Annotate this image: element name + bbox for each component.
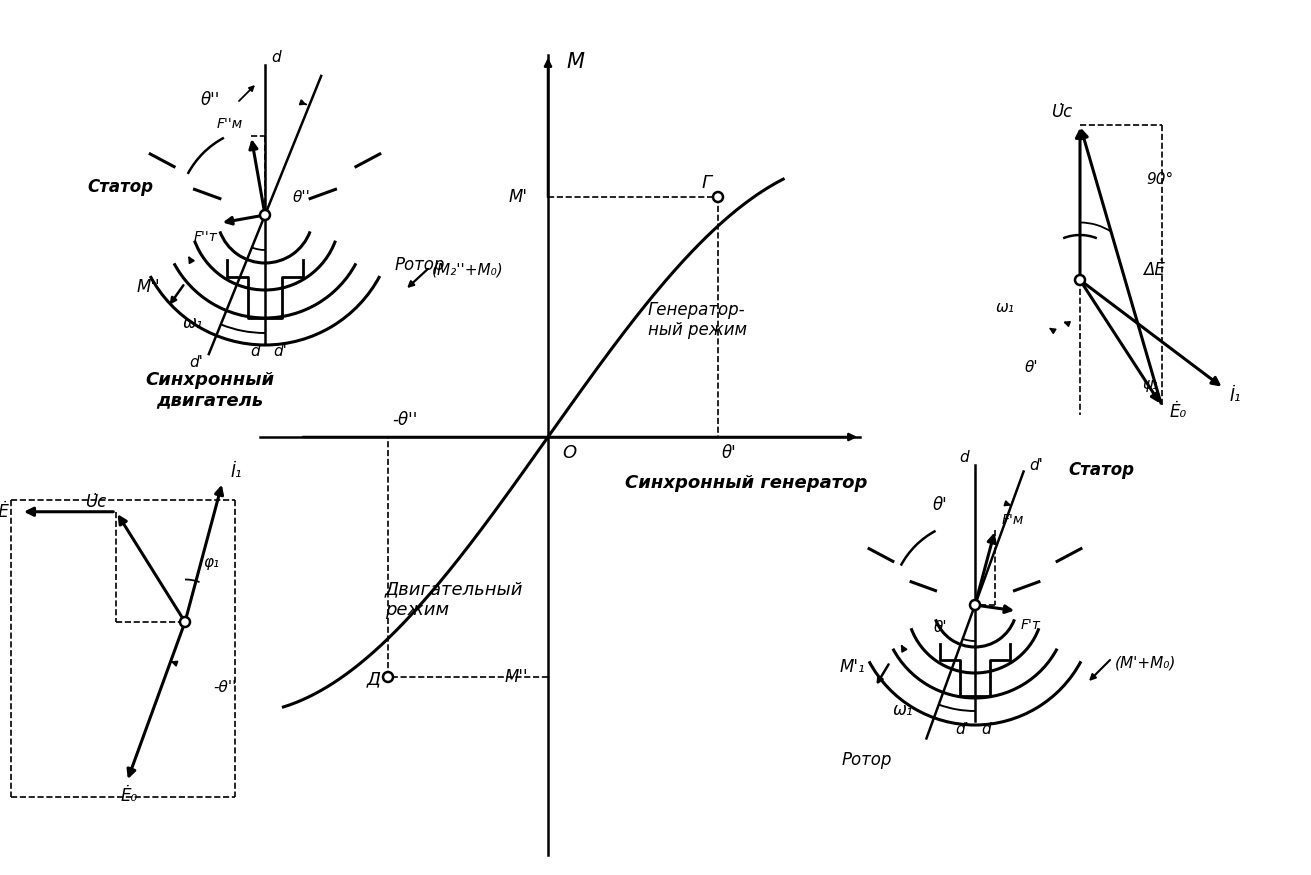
Text: ω₁: ω₁ — [996, 300, 1015, 316]
Text: Ė₀: Ė₀ — [1169, 402, 1186, 421]
Text: М'': М'' — [136, 278, 160, 296]
Text: Двигательный
режим: Двигательный режим — [385, 581, 523, 619]
Text: F'м: F'м — [1002, 513, 1024, 527]
Text: İ₁: İ₁ — [231, 463, 243, 481]
Text: ΔĖ: ΔĖ — [1143, 262, 1164, 279]
Text: Ротор: Ротор — [395, 256, 446, 274]
Text: ΔĖ: ΔĖ — [0, 503, 9, 521]
Circle shape — [180, 617, 190, 627]
Text: ω₁: ω₁ — [182, 314, 203, 332]
Text: (М₂''+М₀): (М₂''+М₀) — [433, 262, 503, 277]
Text: d: d — [981, 722, 991, 737]
Text: F''т: F''т — [193, 230, 218, 244]
Text: θ'': θ'' — [292, 190, 311, 205]
Text: -θ'': -θ'' — [392, 411, 417, 429]
Text: θ': θ' — [722, 444, 737, 462]
Text: θ': θ' — [1024, 360, 1038, 375]
Text: -θ'': -θ'' — [212, 680, 236, 695]
Text: Статор: Статор — [1068, 460, 1134, 479]
Text: F'т: F'т — [1021, 618, 1041, 632]
Text: d: d — [960, 450, 969, 465]
Text: 90°: 90° — [1147, 172, 1173, 187]
Text: Ė₀: Ė₀ — [121, 787, 138, 805]
Text: Генератор-
ный режим: Генератор- ный режим — [648, 301, 747, 340]
Text: F''м: F''м — [216, 117, 243, 131]
Circle shape — [713, 192, 722, 202]
Text: φ₁: φ₁ — [203, 555, 219, 570]
Text: ω₁: ω₁ — [893, 701, 914, 719]
Text: М: М — [566, 52, 583, 72]
Text: Д: Д — [367, 670, 382, 688]
Text: Синхронный
двигатель: Синхронный двигатель — [146, 371, 274, 410]
Circle shape — [260, 210, 270, 220]
Text: М': М' — [509, 188, 528, 206]
Text: d': d' — [956, 722, 969, 737]
Text: О: О — [562, 444, 576, 462]
Text: ψ₁: ψ₁ — [1142, 377, 1158, 393]
Text: d': d' — [1029, 458, 1044, 473]
Text: d: d — [250, 344, 260, 359]
Text: d': d' — [273, 344, 287, 359]
Text: М'₁: М'₁ — [839, 658, 865, 676]
Text: Синхронный генератор: Синхронный генератор — [625, 474, 868, 492]
Text: d': d' — [189, 354, 203, 369]
Text: θ': θ' — [933, 620, 947, 634]
Circle shape — [970, 600, 981, 610]
Circle shape — [383, 672, 393, 682]
Text: İ₁: İ₁ — [1230, 388, 1242, 405]
Text: U̇c: U̇c — [1050, 103, 1072, 121]
Text: d: d — [271, 50, 281, 65]
Text: Ротор: Ротор — [842, 751, 893, 769]
Circle shape — [1075, 275, 1086, 285]
Text: U̇c: U̇c — [85, 493, 106, 511]
Text: Статор: Статор — [87, 178, 153, 196]
Text: θ'': θ'' — [201, 91, 220, 109]
Text: θ': θ' — [932, 496, 948, 514]
Text: (М'+М₀): (М'+М₀) — [1114, 655, 1176, 670]
Text: М'': М'' — [505, 668, 528, 686]
Text: Г: Г — [701, 174, 711, 192]
